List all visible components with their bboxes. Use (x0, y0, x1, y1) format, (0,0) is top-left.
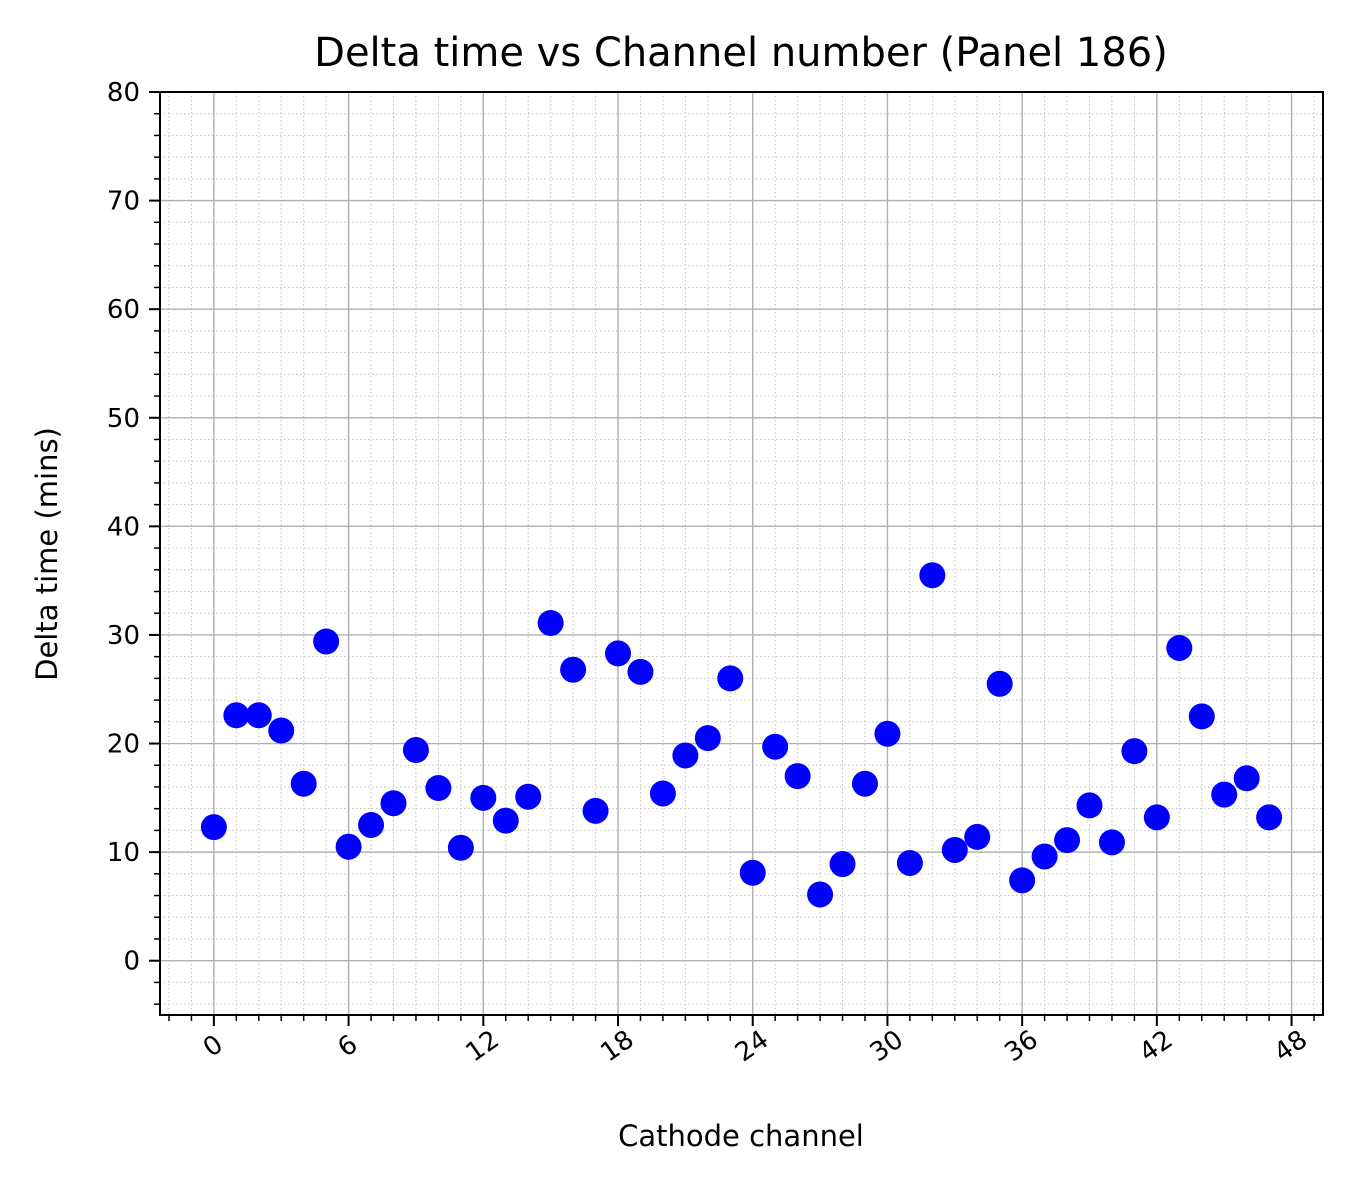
y-axis-label: Delta time (mins) (30, 427, 64, 681)
data-point (380, 790, 407, 817)
data-point (1031, 843, 1058, 870)
data-point (896, 849, 923, 876)
data-point (200, 814, 227, 841)
data-point (470, 784, 497, 811)
data-points (200, 562, 1283, 908)
y-tick-label: 70 (107, 187, 140, 217)
y-tick-label: 40 (107, 512, 140, 542)
data-point (560, 656, 587, 683)
data-point (447, 834, 474, 861)
data-point (1188, 703, 1215, 730)
data-point (829, 851, 856, 878)
data-point (807, 881, 834, 908)
data-point (1166, 634, 1193, 661)
data-point (851, 770, 878, 797)
plot-frame (159, 91, 1324, 1016)
data-point (1211, 781, 1238, 808)
data-point (582, 797, 609, 824)
data-point (1009, 867, 1036, 894)
data-point (1256, 804, 1283, 831)
y-tick-label: 30 (107, 621, 140, 651)
y-tick-label: 50 (107, 404, 140, 434)
data-point (605, 640, 632, 667)
data-point (515, 783, 542, 810)
data-point (986, 670, 1013, 697)
data-point (1098, 829, 1125, 856)
y-tick-label: 80 (107, 78, 140, 108)
x-axis-label: Cathode channel (618, 1119, 864, 1153)
y-tick-label: 20 (107, 730, 140, 760)
data-point (537, 609, 564, 636)
data-point (739, 859, 766, 886)
data-point (313, 628, 340, 655)
data-point (425, 775, 452, 802)
data-point (717, 665, 744, 692)
data-point (402, 737, 429, 764)
data-point (290, 770, 317, 797)
data-point (941, 836, 968, 863)
data-point (762, 733, 789, 760)
data-point (784, 763, 811, 790)
data-point (358, 811, 385, 838)
data-point (919, 562, 946, 589)
y-tick-label: 60 (107, 295, 140, 325)
data-point (1143, 804, 1170, 831)
y-tick-label: 10 (107, 838, 140, 868)
data-point (1054, 827, 1081, 854)
data-point (694, 725, 721, 752)
data-point (627, 658, 654, 685)
data-point (649, 780, 676, 807)
data-point (964, 823, 991, 850)
chart-title: Delta time vs Channel number (Panel 186) (314, 30, 1168, 76)
data-point (874, 720, 901, 747)
data-point (1076, 792, 1103, 819)
data-point (672, 742, 699, 769)
data-point (223, 702, 250, 729)
data-point (335, 833, 362, 860)
data-point (1233, 765, 1260, 792)
y-tick-label: 0 (123, 947, 140, 977)
data-point (268, 717, 295, 744)
data-point (492, 807, 519, 834)
data-point (1121, 738, 1148, 765)
data-point (245, 702, 272, 729)
